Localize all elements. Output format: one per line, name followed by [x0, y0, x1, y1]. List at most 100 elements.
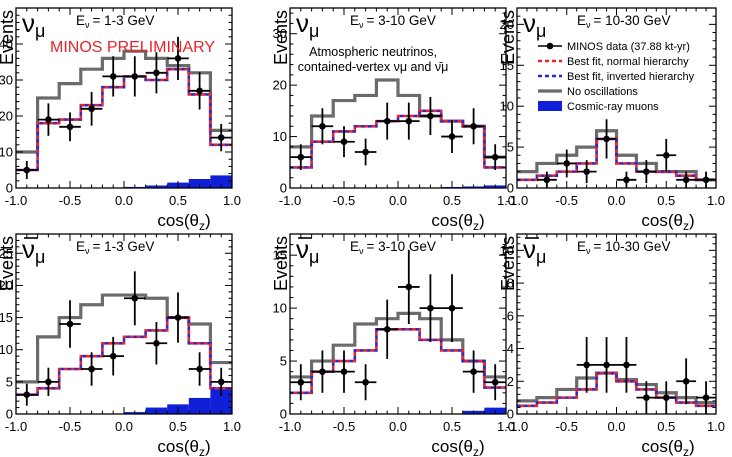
- data-points: [536, 119, 716, 188]
- data-marker: [153, 339, 160, 347]
- y-axis: 0 2 4 6 8 10: [500, 236, 716, 422]
- data-marker: [174, 55, 182, 62]
- data-marker: [643, 394, 650, 401]
- y-axis-label: Events: [271, 236, 291, 291]
- y-tick-label: 20: [500, 17, 514, 32]
- data-marker: [66, 123, 74, 131]
- data-marker: [563, 160, 571, 167]
- energy-label: Eν = 3-10 GeV: [350, 13, 436, 30]
- particle-label: νμ: [523, 8, 546, 41]
- data-marker: [470, 122, 477, 130]
- y-axis-label: Events: [498, 236, 518, 291]
- data-point: [354, 138, 377, 166]
- data-point: [536, 171, 557, 188]
- y-tick-label: 15: [500, 58, 514, 73]
- data-point: [311, 108, 334, 145]
- y-axis: 0 5 10 15: [273, 233, 506, 422]
- data-marker: [131, 294, 139, 302]
- x-tick-label: 1.0: [497, 419, 515, 434]
- y-axis: 0 5 10 15 20 25: [0, 233, 232, 422]
- data-point: [80, 352, 103, 386]
- data-marker: [383, 117, 391, 125]
- data-marker: [319, 368, 326, 375]
- y-tick-label: 0: [280, 407, 287, 422]
- data-marker: [45, 378, 52, 386]
- x-tick-label: 1.0: [707, 193, 725, 208]
- inverted-hierarchy-histogram: [290, 109, 506, 169]
- x-tick-label: -0.5: [59, 419, 81, 434]
- data-point: [596, 119, 617, 159]
- legend-entry: Best fit, inverted hierarchy: [538, 71, 695, 83]
- data-point: [124, 56, 146, 97]
- data-point: [376, 299, 398, 359]
- data-marker: [362, 148, 369, 156]
- data-point: [484, 144, 506, 170]
- data-point: [419, 274, 442, 342]
- cosmic-muons-bin: [210, 175, 232, 188]
- data-marker: [340, 368, 348, 375]
- x-axis-label: cos(θz): [641, 211, 694, 233]
- y-tick-label: 5: [507, 140, 514, 155]
- data-points: [16, 271, 232, 406]
- data-marker: [23, 166, 31, 174]
- x-tick-label: -0.5: [333, 193, 355, 208]
- data-marker: [109, 352, 117, 360]
- data-point: [16, 161, 38, 179]
- x-axis: -1.0 -0.5 0.0 0.5 1.0: [279, 8, 515, 208]
- normal-hierarchy-histogram: [16, 67, 232, 172]
- y-tick-label: 8: [507, 276, 514, 291]
- y-tick-label: 15: [273, 248, 287, 263]
- data-point: [188, 72, 211, 110]
- data-marker: [543, 176, 551, 184]
- x-tick-label: 0.5: [657, 419, 675, 434]
- data-marker: [583, 168, 590, 175]
- y-tick-label: 0: [280, 181, 287, 196]
- data-point: [656, 138, 677, 172]
- x-axis-label: cos(θz): [157, 437, 210, 457]
- x-tick-label: 0.5: [657, 193, 675, 208]
- x-tick-label: 1.0: [223, 419, 241, 434]
- data-point: [696, 381, 716, 414]
- data-point: [145, 322, 168, 365]
- y-tick-label: 40: [0, 37, 13, 52]
- x-tick-label: 0.5: [169, 419, 187, 434]
- y-tick-label: 30: [273, 26, 287, 41]
- data-marker: [623, 361, 630, 369]
- y-tick-label: 10: [500, 243, 514, 258]
- x-axis-label: cos(θz): [641, 437, 694, 457]
- x-axis: -1.0 -0.5 0.0 0.5 1.0: [506, 8, 725, 208]
- data-marker: [603, 361, 610, 369]
- y-tick-label: 5: [280, 354, 287, 369]
- y-tick-label: 15: [0, 310, 13, 325]
- data-point: [145, 52, 168, 94]
- x-tick-label: -1.0: [5, 193, 27, 208]
- data-point: [290, 144, 312, 170]
- x-tick-label: 1.0: [707, 419, 725, 434]
- data-point: [441, 274, 463, 342]
- x-axis: -1.0 -0.5 0.0 0.5 1.0: [5, 8, 241, 208]
- y-tick-label: 0: [6, 181, 13, 196]
- data-point: [576, 160, 597, 184]
- data-point: [556, 149, 577, 178]
- data-marker: [340, 138, 348, 146]
- normal-hierarchy-histogram: [517, 371, 716, 408]
- x-tick-label: 0.5: [443, 193, 461, 208]
- data-marker: [662, 151, 670, 159]
- y-tick-label: 20: [0, 278, 13, 293]
- data-marker: [153, 69, 160, 77]
- data-point: [398, 102, 420, 140]
- data-point: [102, 336, 124, 376]
- legend-entry: MINOS data (37.88 kt-yr): [538, 41, 690, 53]
- data-point: [484, 364, 506, 401]
- data-marker: [217, 378, 225, 386]
- y-axis-label: Events: [0, 236, 17, 291]
- data-marker: [583, 361, 590, 369]
- data-point: [188, 352, 211, 386]
- y-tick-label: 5: [6, 374, 13, 389]
- data-marker: [362, 378, 369, 386]
- x-axis: -1.0 -0.5 0.0 0.5 1.0: [5, 234, 241, 434]
- annotation-line-2: contained-vertex νμ and ν̄μ: [298, 60, 449, 74]
- data-marker: [491, 378, 499, 386]
- legend-label: No oscillations: [567, 86, 638, 98]
